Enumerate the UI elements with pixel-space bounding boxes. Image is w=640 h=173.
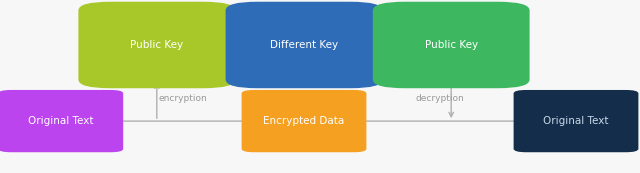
FancyBboxPatch shape — [514, 90, 639, 152]
FancyBboxPatch shape — [226, 2, 383, 88]
FancyBboxPatch shape — [372, 2, 529, 88]
Text: encryption: encryption — [158, 94, 207, 103]
FancyBboxPatch shape — [78, 2, 236, 88]
Text: Original Text: Original Text — [543, 116, 609, 126]
FancyBboxPatch shape — [241, 90, 366, 152]
Text: Public Key: Public Key — [424, 40, 478, 50]
Text: Original Text: Original Text — [28, 116, 93, 126]
FancyBboxPatch shape — [0, 90, 123, 152]
Text: Public Key: Public Key — [130, 40, 184, 50]
Text: Different Key: Different Key — [270, 40, 338, 50]
Text: Encrypted Data: Encrypted Data — [264, 116, 344, 126]
Text: decryption: decryption — [416, 94, 465, 103]
